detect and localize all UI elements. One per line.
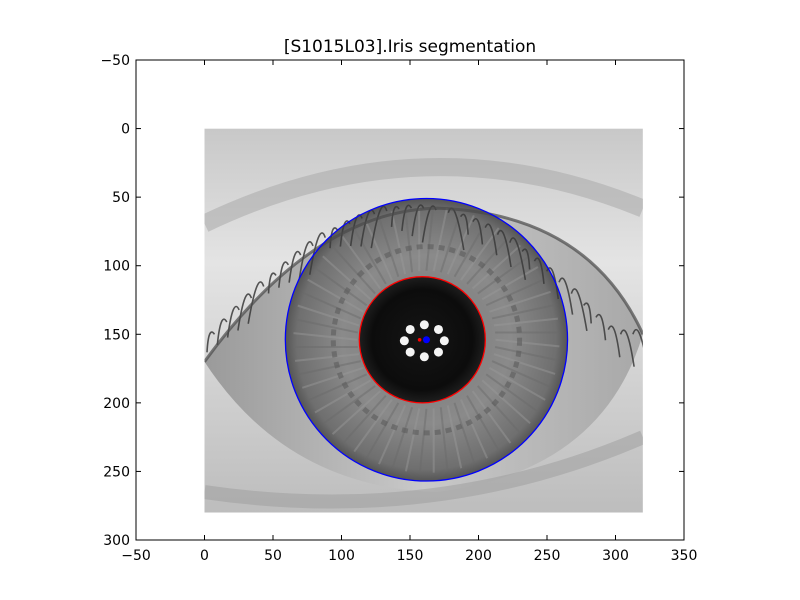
eye-image bbox=[204, 128, 643, 513]
y-tick-label: 250 bbox=[103, 464, 130, 480]
x-tick-label: 100 bbox=[328, 548, 355, 564]
y-tick-label: 100 bbox=[103, 259, 130, 275]
x-axis-ticks: −50 0 50 100 150 200 250 300 350 bbox=[121, 60, 697, 564]
y-tick-label: −50 bbox=[100, 53, 130, 69]
segmentation-overlay bbox=[284, 197, 569, 482]
pupil-boundary-circle bbox=[358, 276, 486, 404]
x-tick-label: 300 bbox=[602, 548, 629, 564]
y-tick-label: 0 bbox=[121, 122, 130, 138]
y-tick-label: 300 bbox=[103, 533, 130, 549]
y-tick-label: 50 bbox=[112, 190, 130, 206]
x-tick-label: 50 bbox=[264, 548, 282, 564]
x-tick-label: 250 bbox=[534, 548, 561, 564]
x-tick-label: 200 bbox=[465, 548, 492, 564]
y-axis-ticks: −50 0 50 100 150 200 250 300 bbox=[100, 53, 684, 549]
x-tick-label: 150 bbox=[397, 548, 424, 564]
x-tick-label: −50 bbox=[121, 548, 151, 564]
iris-center-marker bbox=[422, 336, 430, 344]
x-tick-label: 350 bbox=[671, 548, 698, 564]
y-tick-label: 150 bbox=[103, 327, 130, 343]
y-tick-label: 200 bbox=[103, 396, 130, 412]
chart-title: [S1015L03].Iris segmentation bbox=[284, 37, 536, 57]
x-tick-label: 0 bbox=[200, 548, 209, 564]
pupil-center-marker bbox=[417, 337, 422, 342]
iris-boundary-circle bbox=[284, 197, 569, 482]
